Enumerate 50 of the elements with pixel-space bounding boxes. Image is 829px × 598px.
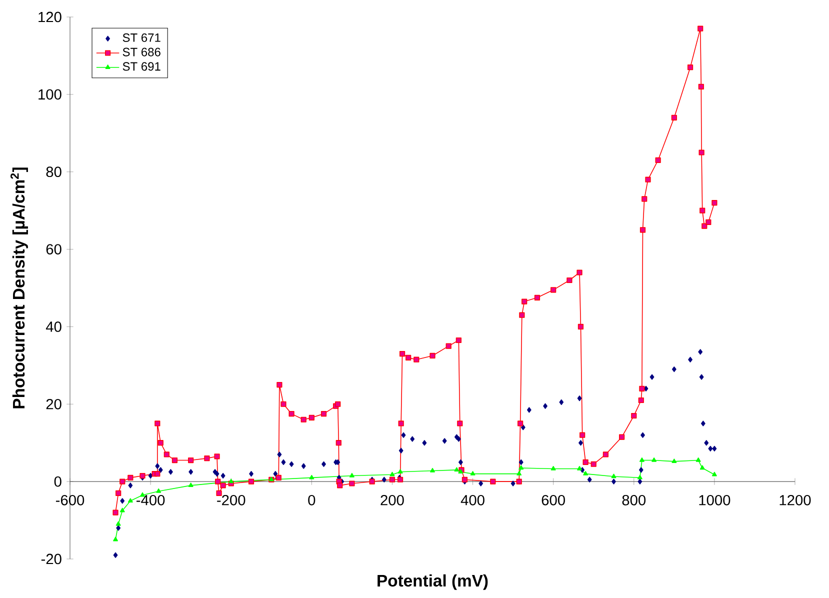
legend-label: ST 671 — [122, 33, 160, 42]
y-tick-label: -20 — [41, 554, 62, 564]
point — [228, 478, 234, 484]
point — [637, 474, 642, 480]
point — [188, 482, 194, 488]
point — [583, 471, 588, 476]
point — [116, 521, 121, 526]
point — [390, 472, 395, 476]
x-tick-label: -200 — [217, 494, 246, 506]
y-tick-label: 20 — [46, 398, 62, 410]
point — [398, 469, 403, 474]
point — [696, 457, 701, 462]
point — [712, 472, 717, 476]
x-tick-label: 1000 — [699, 494, 730, 506]
y-tick-label: 40 — [46, 322, 62, 332]
point — [550, 466, 556, 470]
x-axis-title: Potential (mV) — [378, 574, 488, 590]
point — [516, 471, 522, 476]
point — [430, 468, 435, 472]
point — [652, 457, 657, 462]
x-tick-label: -600 — [56, 494, 84, 506]
x-tick-label: 400 — [460, 494, 484, 506]
point — [672, 458, 677, 464]
point — [700, 465, 705, 470]
y-tick-label: 0 — [54, 476, 62, 487]
y-tick-label: 120 — [38, 12, 62, 22]
point — [611, 474, 616, 478]
point — [156, 488, 162, 493]
y-tick-label: 60 — [46, 244, 62, 254]
x-tick-label: 200 — [380, 494, 404, 506]
point — [113, 536, 118, 542]
point — [518, 465, 524, 470]
point — [120, 508, 125, 512]
y-tick-label: 100 — [38, 89, 62, 100]
x-tick-label: 600 — [542, 494, 565, 506]
point — [577, 466, 582, 470]
legend-label: ST 691 — [122, 62, 160, 71]
x-tick-label: 0 — [308, 494, 316, 506]
point — [349, 472, 354, 478]
point — [639, 457, 644, 462]
x-tick-label: 1200 — [780, 494, 811, 506]
point — [470, 471, 476, 476]
legend-label: ST 686 — [122, 48, 160, 56]
point — [454, 467, 460, 472]
y-axis-title: Photocurrent Density [µA/cm$^{2}$] — [10, 168, 28, 408]
x-tick-label: -400 — [136, 494, 165, 506]
y-tick-label: 80 — [46, 166, 62, 178]
point — [309, 474, 314, 480]
x-tick-label: 800 — [622, 494, 646, 506]
point — [128, 498, 133, 503]
